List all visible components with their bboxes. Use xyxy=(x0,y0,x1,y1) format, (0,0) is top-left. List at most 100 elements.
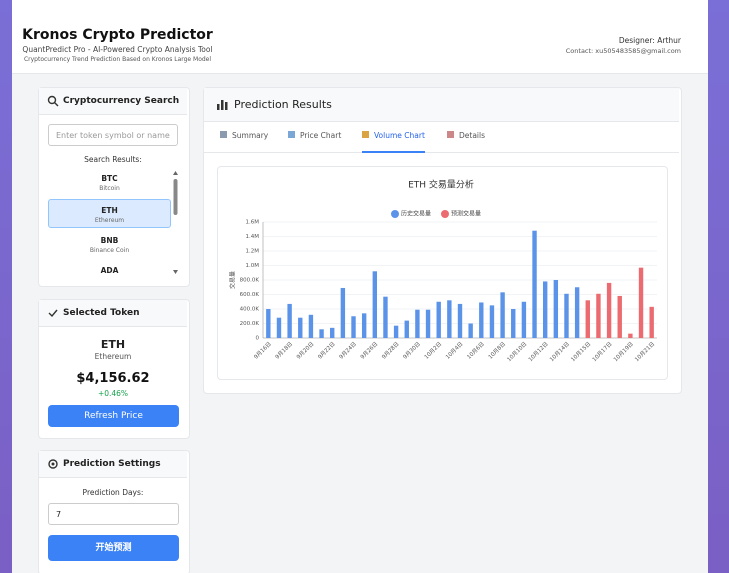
x-tick-label: 9月24日 xyxy=(338,341,358,361)
y-tick-label: 1.6M xyxy=(246,220,260,226)
y-tick-label: 200.0K xyxy=(240,321,260,327)
chart-card xyxy=(217,166,668,380)
bar xyxy=(553,280,559,338)
bar xyxy=(606,282,612,338)
selected-symbol: ETH xyxy=(100,338,126,351)
tab[interactable]: Price Chart xyxy=(288,122,341,151)
tab-label: Price Chart xyxy=(300,131,342,140)
bar xyxy=(393,325,399,338)
legend-swatch xyxy=(391,210,399,218)
refresh-button[interactable]: Refresh Price xyxy=(48,405,179,427)
tab-icon xyxy=(220,131,227,138)
bar xyxy=(298,317,303,338)
x-tick-label: 9月16日 xyxy=(253,341,273,361)
search-card xyxy=(38,87,190,287)
search-title: Cryptocurrency Search xyxy=(39,88,187,115)
result-name: Ethereum xyxy=(94,217,125,224)
x-tick-label: 9月30日 xyxy=(402,341,422,361)
settings-title: Prediction Settings xyxy=(39,451,187,478)
legend-swatch xyxy=(441,210,449,218)
bar xyxy=(340,287,346,338)
x-tick-label: 10月14日 xyxy=(548,341,571,364)
bar xyxy=(319,329,324,338)
bar xyxy=(500,292,505,338)
predict-button[interactable]: 开始预测 xyxy=(48,535,179,561)
search-input[interactable]: Enter token symbol or name xyxy=(48,124,178,146)
result-symbol: ETH xyxy=(101,206,118,215)
legend-label: 历史交易量 xyxy=(401,210,431,218)
bar xyxy=(542,281,548,338)
tab-icon xyxy=(362,131,369,138)
bar xyxy=(468,323,473,338)
y-tick-label: 800.0K xyxy=(240,278,260,284)
bar xyxy=(638,267,644,338)
chart: ETH 交易量分析 交易量 0 200.0K 400.0K 600.0K 800.0K 1… xyxy=(229,179,657,364)
bar xyxy=(479,302,484,338)
bar xyxy=(266,309,271,338)
x-tick-label: 10月19日 xyxy=(612,341,635,364)
result-item[interactable]: ETH Ethereum xyxy=(48,199,171,228)
tab-icon xyxy=(447,131,454,138)
days-input[interactable]: 7 xyxy=(48,503,179,525)
x-tick-label: 10月6日 xyxy=(466,341,486,361)
bar xyxy=(585,300,590,338)
price: $4,156.62 xyxy=(76,371,150,386)
tab-label: Details xyxy=(459,131,486,140)
bar xyxy=(361,313,367,338)
bar xyxy=(596,293,601,338)
result-item[interactable]: BNB Binance Coin xyxy=(48,230,171,259)
x-tick-label: 9月22日 xyxy=(317,341,337,361)
legend-label: 预测交易量 xyxy=(451,210,481,218)
x-tick-label: 10月12日 xyxy=(527,341,550,364)
tab-label: Summary xyxy=(232,131,269,140)
tab[interactable]: Volume Chart xyxy=(362,122,425,153)
predict-label: 开始预测 xyxy=(95,543,132,553)
app-title: Kronos Crypto Predictor xyxy=(22,27,213,43)
y-tick-label: 1.4M xyxy=(246,234,260,240)
result-item[interactable]: BTC Bitcoin xyxy=(48,168,171,197)
bar xyxy=(287,303,292,338)
x-tick-label: 10月4日 xyxy=(444,341,464,361)
result-symbol: BTC xyxy=(101,174,118,183)
price-change: +0.46% xyxy=(97,389,129,398)
bar xyxy=(511,309,516,338)
selected-title: Selected Token xyxy=(39,300,187,327)
chart-icon xyxy=(217,100,228,110)
bar xyxy=(532,230,537,338)
bar xyxy=(574,287,580,338)
bar xyxy=(649,306,654,338)
bar xyxy=(457,303,463,338)
results-header xyxy=(204,88,679,122)
bar xyxy=(521,301,527,338)
bar xyxy=(436,301,441,338)
check-icon xyxy=(48,309,58,318)
bar xyxy=(489,305,495,338)
days-label: Prediction Days: xyxy=(82,488,144,497)
y-tick-label: 1.0M xyxy=(246,263,260,269)
contact: Contact: xu505483585@gmail.com xyxy=(565,47,681,55)
x-tick-label: 9月20日 xyxy=(295,341,315,361)
bar xyxy=(276,317,282,338)
tab-label: Volume Chart xyxy=(374,131,425,140)
result-symbol: ADA xyxy=(100,266,119,275)
refresh-label: Refresh Price xyxy=(84,411,143,421)
bar xyxy=(372,271,378,338)
result-item[interactable]: ADA xyxy=(48,261,171,278)
results-title: Prediction Results xyxy=(234,98,332,111)
bar xyxy=(404,320,409,338)
tab[interactable]: Details xyxy=(447,122,485,151)
header xyxy=(12,0,708,74)
y-tick-label: 1.2M xyxy=(246,249,260,255)
scrollbar xyxy=(173,171,178,274)
x-tick-label: 10月17日 xyxy=(591,341,614,364)
bar xyxy=(383,296,388,338)
app-subtitle: QuantPredict Pro - AI-Powered Crypto Ana… xyxy=(22,45,213,54)
results-label: Search Results: xyxy=(84,155,142,164)
search-icon xyxy=(47,95,59,107)
tab[interactable]: Summary xyxy=(220,122,268,151)
bar xyxy=(617,295,622,338)
bar xyxy=(564,293,569,338)
y-tick-label: 0 xyxy=(256,336,260,342)
y-tick-label: 600.0K xyxy=(240,292,260,298)
